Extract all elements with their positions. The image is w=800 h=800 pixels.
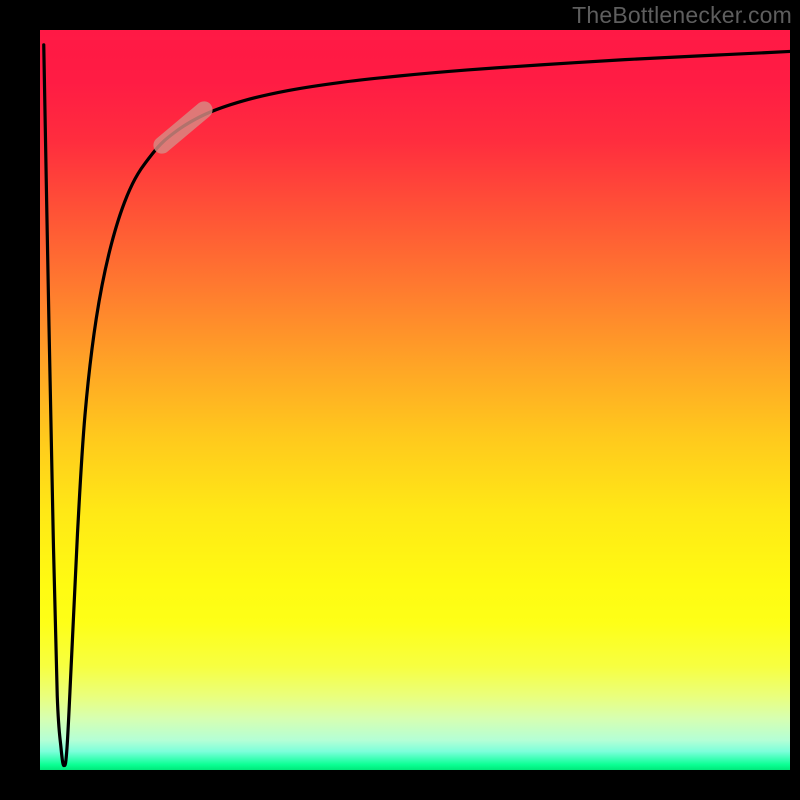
plot-area (40, 30, 790, 770)
chart-canvas: TheBottlenecker.com (0, 0, 800, 800)
watermark-text: TheBottlenecker.com (572, 2, 792, 29)
bottleneck-curve (44, 45, 790, 766)
curve-layer (40, 30, 790, 770)
